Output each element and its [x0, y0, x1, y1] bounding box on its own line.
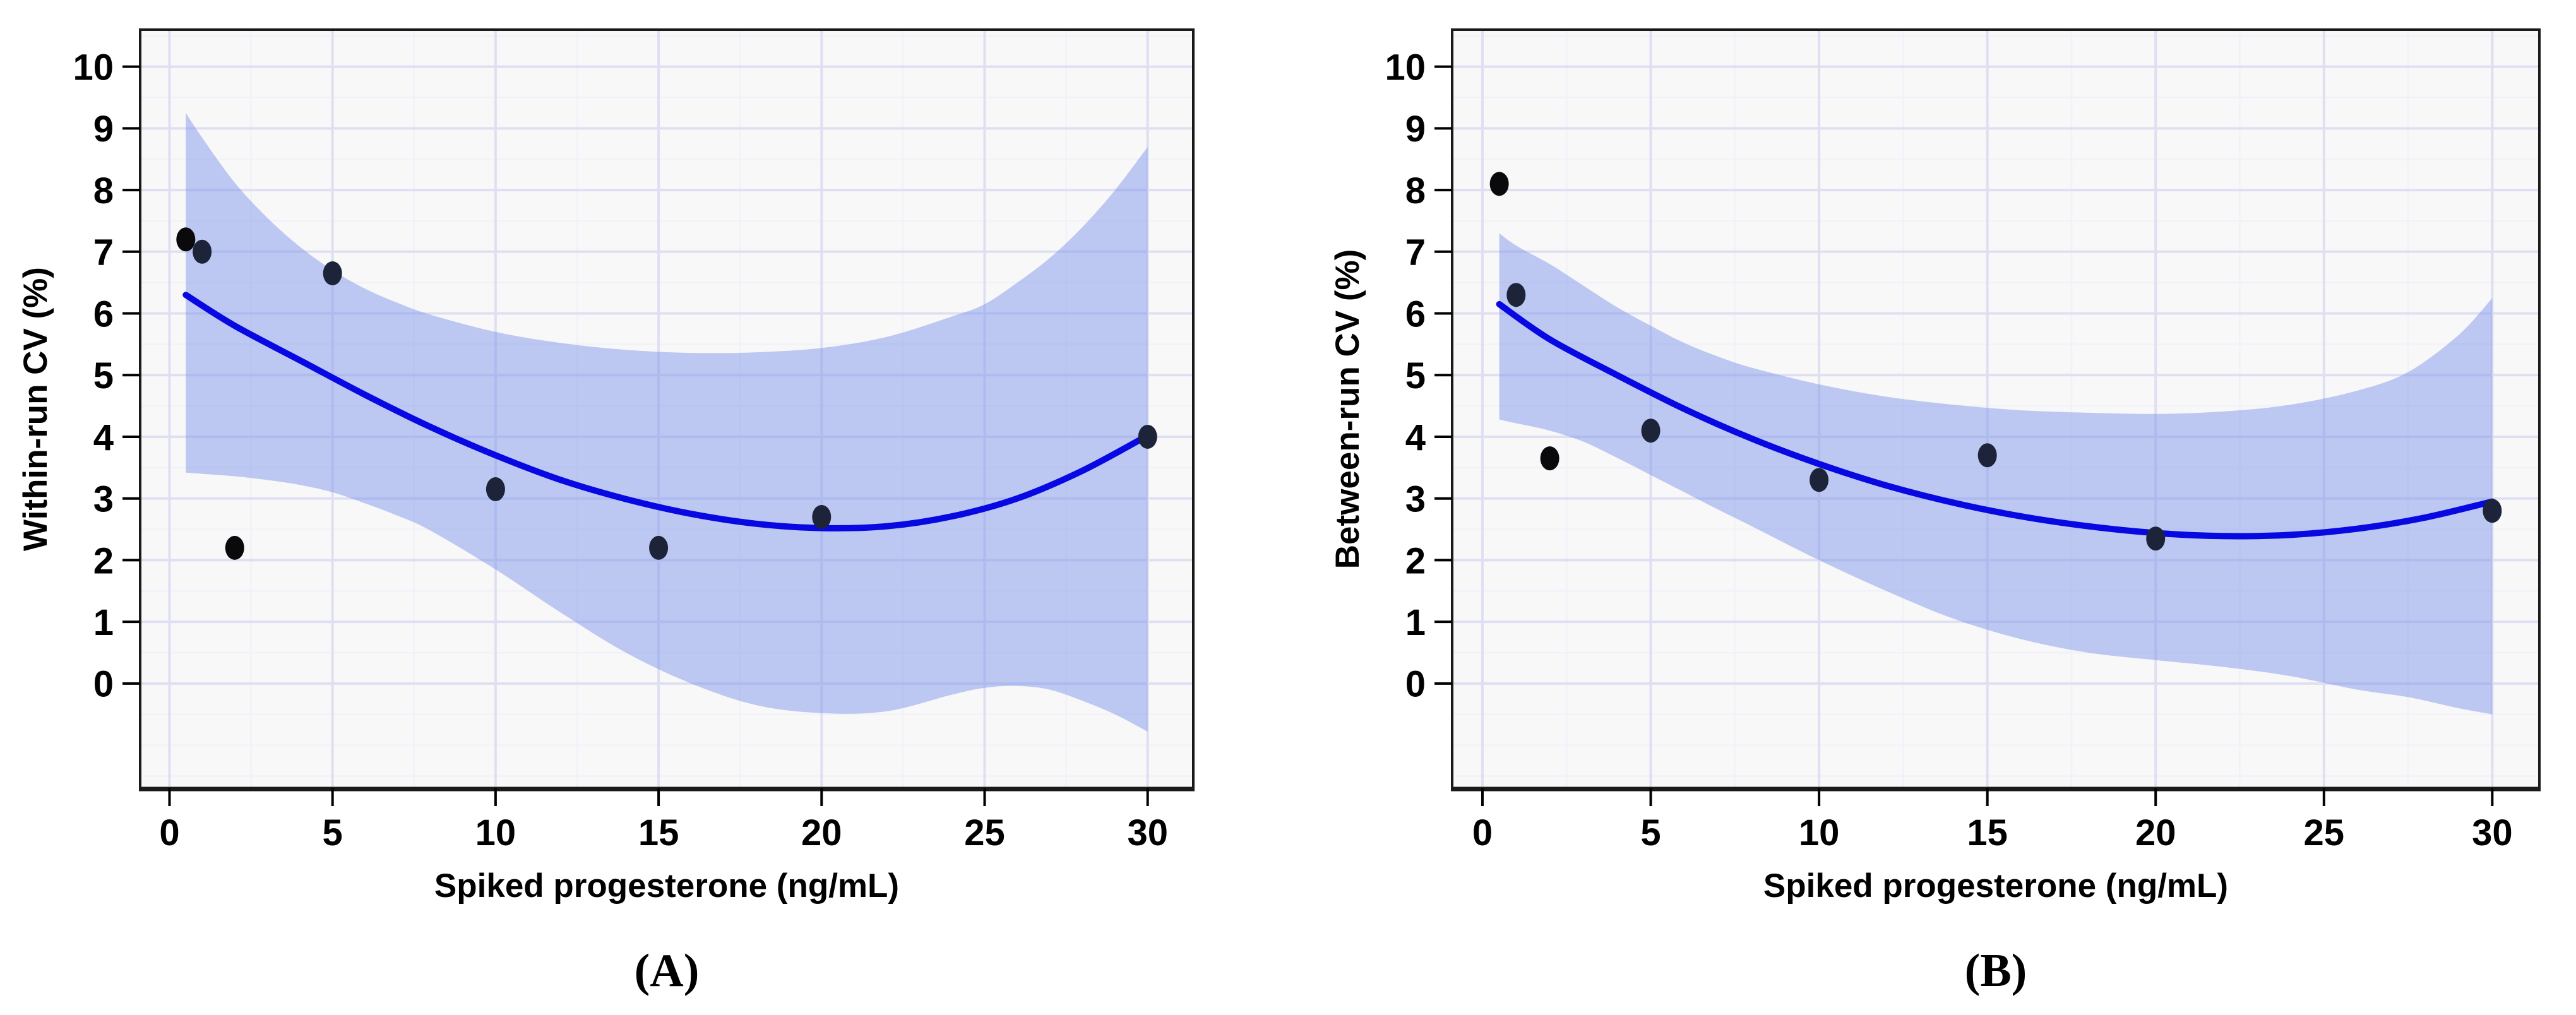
svg-text:0: 0: [1472, 812, 1493, 853]
panel-a: 0 5 10 15 20 25 30 0 1 2 3 4 5 6 7 8 9 10 Spiked progester…: [17, 28, 1195, 997]
svg-text:4: 4: [1405, 417, 1426, 458]
panel-b: 0 5 10 15 20 25 30 0 1 2 3 4 5 6 7 8 9 10 Spiked progester…: [1288, 0, 2576, 1015]
svg-text:8: 8: [1405, 170, 1426, 211]
svg-text:6: 6: [1405, 294, 1426, 335]
svg-text:25: 25: [964, 812, 1005, 853]
svg-text:3: 3: [1405, 479, 1426, 520]
panel-label-b: (B): [1964, 945, 2027, 997]
svg-text:7: 7: [1405, 232, 1426, 273]
svg-text:9: 9: [93, 109, 114, 150]
svg-text:1: 1: [1405, 602, 1426, 643]
within-run-cv-chart: 0 5 10 15 20 25 30 0 1 2 3 4 5 6 7 8 9 10 Spiked progester…: [17, 28, 1195, 905]
svg-text:10: 10: [73, 47, 114, 88]
svg-text:0: 0: [159, 812, 179, 853]
svg-text:Between-run CV (%): Between-run CV (%): [1329, 249, 1366, 569]
svg-text:5: 5: [1640, 812, 1661, 853]
svg-text:10: 10: [1385, 47, 1426, 88]
svg-text:1: 1: [93, 602, 114, 643]
svg-text:5: 5: [1405, 355, 1426, 396]
svg-text:0: 0: [93, 664, 114, 705]
svg-text:5: 5: [323, 812, 343, 853]
svg-text:15: 15: [1967, 812, 2008, 853]
svg-text:6: 6: [93, 294, 114, 335]
svg-text:Spiked progesterone (ng/mL): Spiked progesterone (ng/mL): [434, 867, 899, 905]
svg-text:2: 2: [1405, 540, 1426, 581]
svg-text:25: 25: [2304, 812, 2345, 853]
svg-text:10: 10: [475, 812, 516, 853]
svg-text:3: 3: [93, 479, 114, 520]
panel-label-a: (A): [634, 945, 700, 997]
svg-text:2: 2: [93, 540, 114, 581]
between-run-cv-chart: 0 5 10 15 20 25 30 0 1 2 3 4 5 6 7 8 9 10 Spiked progester…: [1329, 28, 2541, 905]
svg-text:5: 5: [93, 355, 114, 396]
svg-text:15: 15: [638, 812, 679, 853]
svg-text:20: 20: [2135, 812, 2176, 853]
svg-text:4: 4: [93, 417, 114, 458]
svg-text:9: 9: [1405, 109, 1426, 150]
svg-text:Within-run CV (%): Within-run CV (%): [17, 267, 54, 551]
svg-text:0: 0: [1405, 664, 1426, 705]
svg-text:7: 7: [93, 232, 114, 273]
svg-text:20: 20: [801, 812, 842, 853]
svg-text:30: 30: [1127, 812, 1168, 853]
svg-text:30: 30: [2472, 812, 2513, 853]
svg-text:10: 10: [1799, 812, 1840, 853]
svg-text:8: 8: [93, 170, 114, 211]
svg-text:Spiked progesterone (ng/mL): Spiked progesterone (ng/mL): [1763, 867, 2228, 905]
